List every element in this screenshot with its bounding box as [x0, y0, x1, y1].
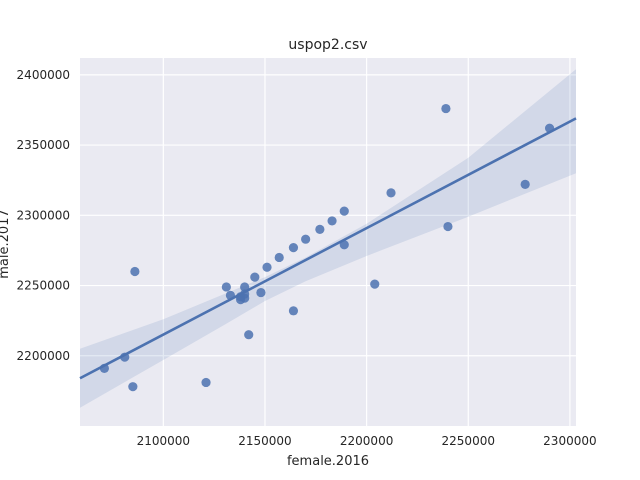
data-point	[274, 252, 284, 263]
x-tick-label: 2200000	[340, 434, 393, 448]
data-point	[262, 262, 272, 272]
data-point	[443, 221, 453, 232]
y-axis-label: male.2017	[0, 209, 12, 278]
y-tick-label: 2350000	[17, 138, 70, 152]
x-tick-label: 2250000	[442, 434, 495, 448]
data-point	[240, 282, 250, 292]
regression-line	[79, 117, 577, 380]
y-tick-label: 2200000	[17, 349, 70, 363]
x-axis-label: female.2016	[287, 454, 369, 469]
data-point	[256, 287, 266, 298]
chart-title: uspop2.csv	[288, 37, 367, 53]
data-point	[250, 272, 260, 282]
data-point	[244, 330, 254, 340]
confidence-band	[80, 69, 576, 408]
data-point	[288, 243, 299, 253]
plot-area	[80, 58, 576, 426]
data-point	[370, 279, 380, 289]
y-tick-label: 2250000	[17, 279, 70, 293]
grid-lines	[80, 58, 576, 426]
data-point	[128, 382, 138, 392]
x-tick-label: 2300000	[543, 434, 596, 448]
data-point	[441, 103, 451, 114]
data-point	[520, 179, 530, 190]
x-tick-label: 2100000	[137, 434, 190, 448]
x-tick-labels: 2100000 2150000 2200000 2250000 2300000	[137, 434, 597, 448]
data-point	[221, 282, 231, 292]
data-point	[315, 224, 325, 234]
y-tick-label: 2400000	[17, 68, 70, 82]
data-point	[327, 216, 337, 226]
y-tick-label: 2300000	[17, 208, 70, 222]
data-point	[339, 206, 349, 216]
data-point	[288, 306, 299, 316]
data-point	[201, 377, 211, 388]
data-point	[386, 188, 396, 198]
y-tick-labels: 2200000 2250000 2300000 2350000 2400000	[17, 68, 70, 363]
data-point	[130, 266, 140, 277]
data-point	[301, 234, 311, 244]
data-point	[339, 240, 349, 250]
x-tick-label: 2150000	[238, 434, 291, 448]
